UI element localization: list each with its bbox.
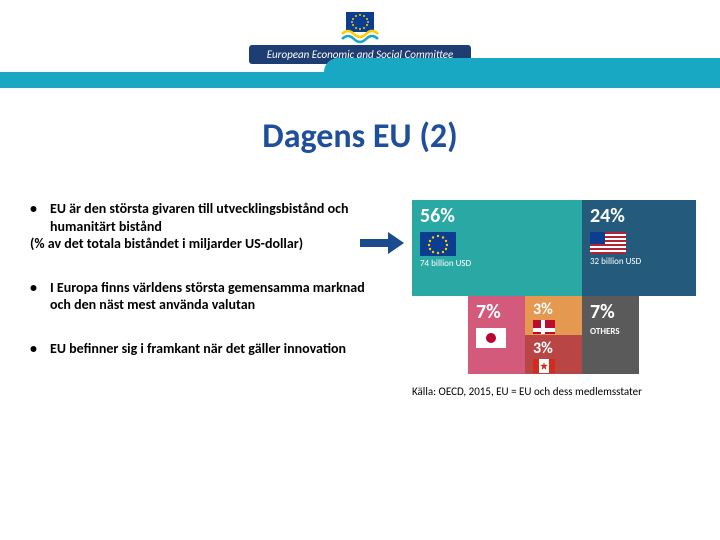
tile-no: 3% <box>525 296 582 335</box>
tile-pct: 3% <box>533 302 574 318</box>
tile-caption: 32 billion USD <box>590 256 688 267</box>
bullet-text: I Europa finns världens största gemensam… <box>50 279 380 314</box>
bullet-text: EU befinner sig i framkant när det gälle… <box>50 340 380 358</box>
bullet-marker: • <box>30 340 50 358</box>
bullet-item: • EU är den största givaren till utveckl… <box>30 200 380 253</box>
tile-label: OTHERS <box>590 326 631 337</box>
tile-pct: 3% <box>533 341 574 357</box>
header-banner: European Economic and Social Committee <box>0 0 720 88</box>
jp-flag-icon <box>476 328 506 348</box>
us-flag-icon <box>590 232 626 254</box>
arrow-icon <box>360 232 404 254</box>
eu-flag-icon <box>338 10 382 44</box>
bullet-text: EU är den största givaren till utvecklin… <box>50 200 349 235</box>
tile-pct: 56% <box>420 206 574 226</box>
page-title: Dagens EU (2) <box>0 116 720 157</box>
tile-pct: 24% <box>590 206 688 226</box>
tile-caption: 74 billion USD <box>420 258 574 269</box>
tile-pct: 7% <box>476 302 517 322</box>
tile-jp: 7% <box>468 296 525 374</box>
bullet-list: • EU är den största givaren till utveckl… <box>30 200 380 383</box>
source-text: Källa: OECD, 2015, EU = EU och dess medl… <box>412 385 702 398</box>
bullet-marker: • <box>30 279 50 314</box>
header-stripe <box>0 72 720 88</box>
aid-infographic: 56% 74 billion USD 24% 32 billion USD 7% <box>412 200 696 296</box>
ca-flag-icon <box>533 359 555 373</box>
tile-us: 24% 32 billion USD <box>582 200 696 296</box>
content-area: • EU är den största givaren till utveckl… <box>0 200 720 383</box>
bullet-item: • I Europa finns världens största gemens… <box>30 279 380 314</box>
bullet-item: • EU befinner sig i framkant när det gäl… <box>30 340 380 358</box>
tile-ca: 3% <box>525 335 582 374</box>
bullet-subtext: (% av det totala biståndet i miljarder U… <box>50 235 380 253</box>
eu-flag-icon <box>420 232 456 256</box>
no-flag-icon <box>533 320 555 334</box>
tile-eu: 56% 74 billion USD <box>412 200 582 296</box>
tile-pct: 7% <box>590 302 631 322</box>
tile-others: 7% OTHERS <box>582 296 639 374</box>
